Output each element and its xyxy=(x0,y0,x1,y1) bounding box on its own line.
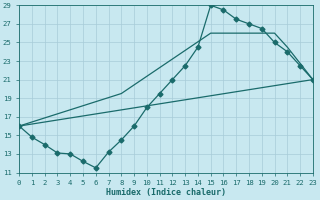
X-axis label: Humidex (Indice chaleur): Humidex (Indice chaleur) xyxy=(106,188,226,197)
